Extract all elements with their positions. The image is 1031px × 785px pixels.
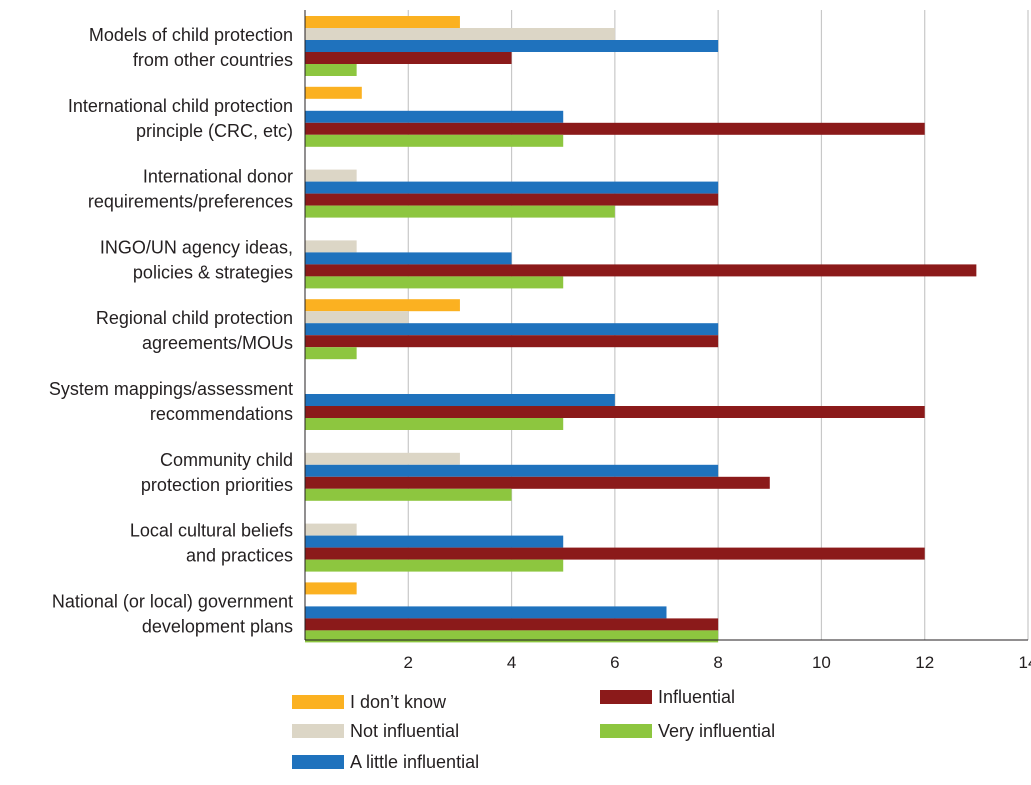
bar-very-influential [305,205,615,218]
bar-not-influential [305,28,615,40]
bar-a-little-influential [305,181,719,194]
category-label: System mappings/assessment [49,379,293,399]
x-tick-label: 4 [507,653,516,672]
bar-i-don-t-know [305,299,460,312]
bar-very-influential [305,347,357,360]
category-labels: Models of child protection from other cou… [49,25,293,636]
bar-not-influential [305,311,409,324]
bar-a-little-influential [305,252,512,265]
category-label: and practices [186,546,293,566]
category-label: policies & strategies [133,262,293,282]
category-label: Regional child protection [96,308,293,328]
bar-influential [305,406,925,418]
category-label: agreements/MOUs [142,333,293,353]
category-label: International child protection [68,96,293,116]
x-tick-label: 10 [812,653,831,672]
bar-very-influential [305,630,719,643]
category-label: National (or local) government [52,591,293,611]
x-tick-label: 2 [404,653,413,672]
bar-a-little-influential [305,464,719,477]
bar-a-little-influential [305,606,667,619]
category-label: INGO/UN agency ideas, [100,237,293,257]
bar-influential [305,335,719,348]
bar-very-influential [305,418,564,430]
bar-influential [305,52,512,64]
x-tick-labels: 2 4 6 8 10 12 14 [404,653,1031,672]
category-label: development plans [142,616,293,636]
bar-not-influential [305,240,357,253]
bar-very-influential [305,559,564,572]
category-label: Local cultural beliefs [130,521,293,541]
bar-very-influential [305,488,512,501]
x-tick-label: 6 [610,653,619,672]
bar-a-little-influential [305,110,564,123]
bar-influential [305,193,719,206]
bar-very-influential [305,64,357,76]
bar-very-influential [305,134,564,147]
bar-influential [305,547,925,560]
axes [304,10,1028,641]
category-label: Community child [160,450,293,470]
bar-influential [305,618,719,631]
category-label: principle (CRC, etc) [136,121,293,141]
category-label: from other countries [133,50,293,70]
category-label: requirements/preferences [88,192,293,212]
category-label: protection priorities [141,475,293,495]
x-tick-label: 12 [915,653,934,672]
category-label: Models of child protection [89,25,293,45]
bar-i-don-t-know [305,582,357,595]
bar-i-don-t-know [305,86,362,99]
bar-a-little-influential [305,535,564,548]
bar-influential [305,122,925,135]
bar-very-influential [305,276,564,289]
category-label: recommendations [150,404,293,424]
bar-influential [305,476,770,489]
bar-a-little-influential [305,394,615,406]
bar-not-influential [305,452,460,465]
bar-not-influential [305,169,357,182]
bar-i-don-t-know [305,16,460,28]
bar-a-little-influential [305,40,719,52]
x-tick-label: 8 [713,653,722,672]
bars [305,16,977,643]
bar-not-influential [305,523,357,536]
bar-influential [305,264,977,277]
bar-a-little-influential [305,323,719,336]
x-tick-label: 14 [1019,653,1031,672]
category-label: International donor [143,167,293,187]
